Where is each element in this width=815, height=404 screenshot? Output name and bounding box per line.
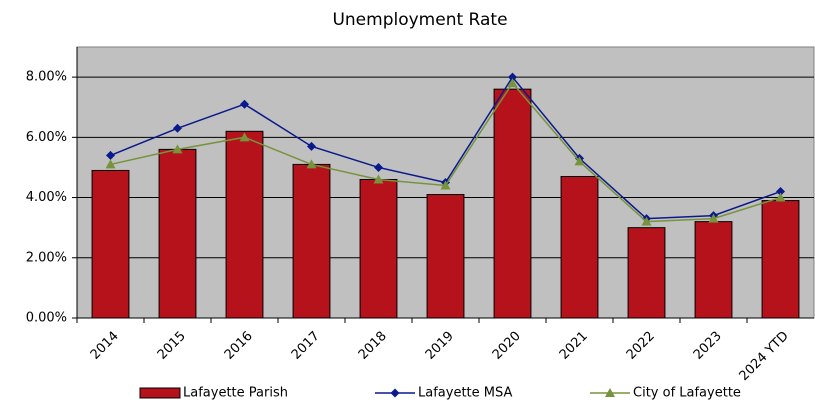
marker	[775, 192, 786, 202]
y-tick-label: 6.00%	[26, 130, 67, 145]
marker	[574, 156, 585, 166]
marker	[507, 78, 518, 88]
marker	[105, 159, 116, 169]
marker	[172, 144, 183, 154]
marker	[307, 141, 316, 151]
bar	[761, 200, 800, 319]
marker	[508, 72, 517, 82]
legend-label: Lafayette Parish	[183, 386, 288, 401]
bar	[225, 130, 264, 319]
bar	[91, 169, 130, 319]
x-tick-label: 2019	[423, 329, 457, 363]
marker	[374, 162, 383, 172]
marker	[373, 174, 384, 184]
marker	[173, 123, 182, 133]
bar	[493, 88, 532, 319]
y-tick-label: 4.00%	[26, 190, 67, 205]
marker	[106, 150, 115, 160]
marker	[776, 187, 785, 197]
marker	[390, 388, 400, 398]
marker	[605, 388, 615, 397]
marker	[641, 216, 652, 226]
marker	[240, 99, 249, 109]
marker	[440, 180, 451, 190]
x-tick-label: 2020	[490, 329, 524, 363]
legend-label: City of Lafayette	[633, 386, 741, 401]
y-tick-label: 2.00%	[26, 250, 67, 265]
marker	[708, 213, 719, 223]
y-tick-label: 0.00%	[26, 311, 67, 326]
x-tick-label: 2018	[356, 329, 390, 363]
bar	[694, 221, 733, 319]
legend-swatch	[139, 387, 181, 399]
bar	[426, 194, 465, 319]
x-tick-label: 2024 YTD	[737, 329, 792, 384]
x-tick-label: 2017	[289, 329, 323, 363]
bar	[359, 178, 398, 319]
bar	[560, 175, 599, 319]
x-tick-label: 2015	[155, 329, 189, 363]
x-tick-label: 2016	[222, 329, 256, 363]
x-tick-label: 2023	[691, 329, 725, 363]
x-tick-label: 2022	[624, 329, 658, 363]
marker	[239, 132, 250, 142]
legend-label: Lafayette MSA	[418, 386, 512, 401]
x-tick-label: 2014	[88, 329, 122, 363]
bar	[158, 148, 197, 319]
bar	[627, 227, 666, 319]
bar	[292, 163, 331, 319]
marker	[306, 159, 317, 169]
chart-title: Unemployment Rate	[332, 10, 507, 30]
x-tick-label: 2021	[557, 329, 591, 363]
y-tick-label: 8.00%	[26, 70, 67, 85]
